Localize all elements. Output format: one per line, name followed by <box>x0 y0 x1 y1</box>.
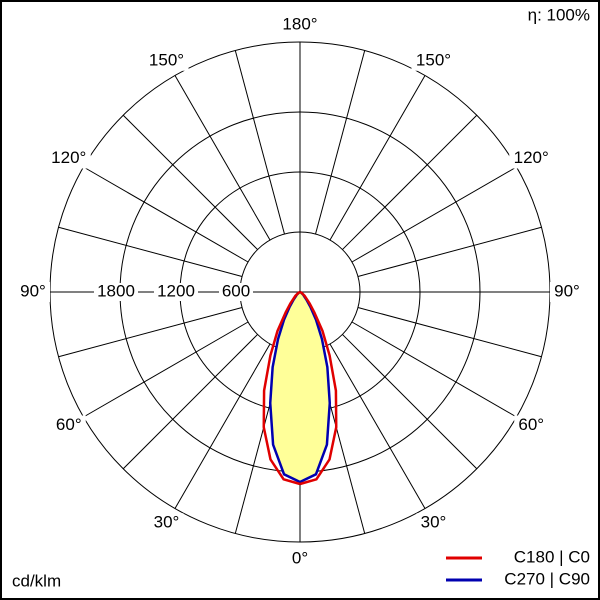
intensity-curve <box>299 290 338 486</box>
angle-tick-label: 150° <box>416 50 451 69</box>
angle-tick-label: 90° <box>20 281 46 300</box>
label-bg <box>149 513 184 534</box>
angle-tick-label: 30° <box>421 513 447 532</box>
angle-tick-label: 30° <box>154 513 180 532</box>
radial-line <box>357 307 542 358</box>
radial-line <box>58 307 243 358</box>
angle-tick-label: 120° <box>514 148 549 167</box>
beam-area <box>270 292 330 482</box>
label-bg <box>278 15 322 35</box>
r-tick-label: 1200 <box>157 281 195 300</box>
radial-line <box>351 166 517 263</box>
label-bg <box>94 283 138 301</box>
radial-line <box>357 226 542 277</box>
radial-line <box>174 75 271 241</box>
angle-tick-label: 60° <box>56 415 82 434</box>
radial-line <box>83 166 249 263</box>
radial-line <box>83 321 249 418</box>
radial-line <box>329 75 426 241</box>
radial-line <box>122 114 258 250</box>
intensity-curve <box>262 290 301 486</box>
radial-line <box>174 343 271 509</box>
label-bg <box>509 148 554 169</box>
angle-tick-label: 0° <box>292 548 308 567</box>
unit-label: cd/klm <box>12 571 61 590</box>
angle-tick-label: 150° <box>149 50 184 69</box>
radial-line <box>342 114 478 250</box>
legend-label: C270 | C90 <box>504 569 590 588</box>
angle-tick-label: 60° <box>518 415 544 434</box>
label-bg <box>416 513 451 534</box>
label-bg <box>219 283 253 301</box>
label-bg <box>288 549 312 569</box>
radial-line <box>342 334 478 470</box>
radial-line <box>58 226 243 277</box>
label-bg <box>46 148 91 169</box>
angle-tick-label: 180° <box>282 14 317 33</box>
label-bg <box>144 50 189 71</box>
radial-line <box>234 50 285 235</box>
radial-line <box>329 343 426 509</box>
radial-line <box>122 334 258 470</box>
label-bg <box>514 415 549 436</box>
label-bg <box>411 50 456 71</box>
r-tick-label: 600 <box>222 281 250 300</box>
label-bg <box>154 283 198 301</box>
label-bg <box>51 415 86 436</box>
label-bg <box>16 282 50 302</box>
radial-line <box>351 321 517 418</box>
efficiency-label: η: 100% <box>528 5 590 24</box>
label-bg <box>550 282 584 302</box>
angle-tick-label: 120° <box>51 148 86 167</box>
angle-tick-label: 90° <box>554 281 580 300</box>
r-tick-label: 1800 <box>97 281 135 300</box>
legend-label: C180 | C0 <box>514 547 590 566</box>
radial-line <box>315 50 366 235</box>
